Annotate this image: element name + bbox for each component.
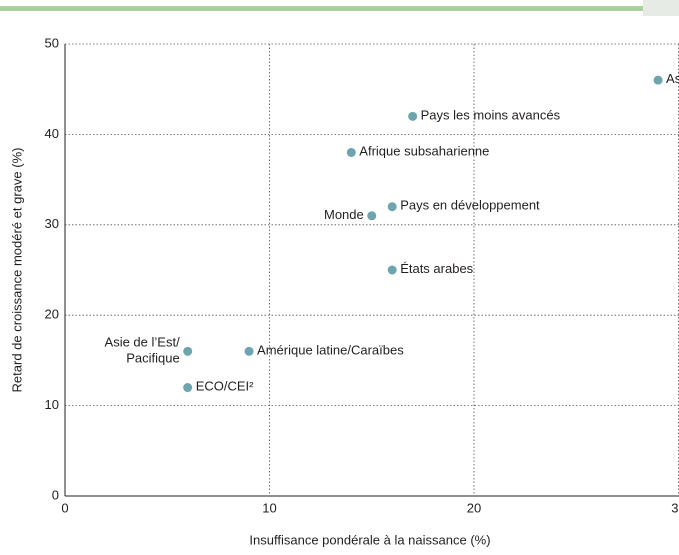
point-label: Monde bbox=[324, 207, 364, 222]
point-label-line: Afrique subsaharienne bbox=[359, 144, 489, 159]
x-tick-label: 0 bbox=[61, 500, 68, 515]
header-bar bbox=[0, 6, 643, 11]
point-label-line: Pacifique bbox=[126, 351, 179, 366]
point-label-line: Monde bbox=[324, 207, 364, 222]
x-axis-title: Insuffisance pondérale à la naissance (%… bbox=[249, 532, 490, 547]
point-label-line: Pays en développement bbox=[400, 198, 540, 213]
point-label-line: Amérique latine/Caraïbes bbox=[257, 343, 404, 358]
point-label: Pays en développement bbox=[400, 198, 540, 213]
point bbox=[183, 383, 193, 393]
point-label-line: ECO/CEI² bbox=[196, 379, 254, 394]
point bbox=[367, 211, 377, 221]
point-label-line: États arabes bbox=[400, 261, 473, 276]
point-label-line: Asie de l’Est/ bbox=[105, 335, 181, 350]
point bbox=[387, 202, 397, 212]
point-label-line: Pays les moins avancés bbox=[421, 108, 561, 123]
y-tick-label: 30 bbox=[45, 216, 59, 231]
x-tick-label: 10 bbox=[262, 500, 276, 515]
point-label: États arabes bbox=[400, 261, 473, 276]
point-label: Pays les moins avancés bbox=[421, 108, 561, 123]
point bbox=[387, 265, 397, 275]
point-label: Afrique subsaharienne bbox=[359, 144, 489, 159]
point-label-line: Asie du Sud bbox=[666, 72, 679, 87]
point bbox=[183, 346, 193, 356]
y-tick-label: 40 bbox=[45, 126, 59, 141]
point bbox=[244, 346, 254, 356]
point bbox=[408, 111, 418, 121]
point-label: Amérique latine/Caraïbes bbox=[257, 343, 404, 358]
point bbox=[346, 147, 356, 157]
y-tick-label: 0 bbox=[52, 487, 59, 502]
header-tab bbox=[643, 0, 679, 16]
y-tick-label: 20 bbox=[45, 307, 59, 322]
point bbox=[653, 75, 663, 85]
y-axis-title: Retard de croissance modéré et grave (%) bbox=[9, 148, 24, 393]
point-label: ECO/CEI² bbox=[196, 379, 254, 394]
point-label: Asie du Sud bbox=[666, 72, 679, 87]
x-tick-label: 30 bbox=[671, 500, 679, 515]
point-label: Asie de l’Est/Pacifique bbox=[105, 335, 181, 366]
x-tick-label: 20 bbox=[467, 500, 481, 515]
y-tick-label: 50 bbox=[45, 35, 59, 50]
y-tick-label: 10 bbox=[45, 397, 59, 412]
